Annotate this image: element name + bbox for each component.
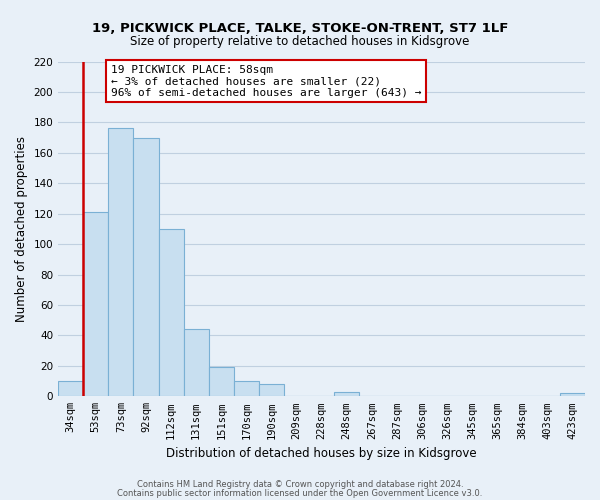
Bar [560,394,585,396]
Text: Contains HM Land Registry data © Crown copyright and database right 2024.: Contains HM Land Registry data © Crown c… [137,480,463,489]
Bar [158,229,184,396]
Text: Size of property relative to detached houses in Kidsgrove: Size of property relative to detached ho… [130,35,470,48]
Text: 19, PICKWICK PLACE, TALKE, STOKE-ON-TRENT, ST7 1LF: 19, PICKWICK PLACE, TALKE, STOKE-ON-TREN… [92,22,508,36]
Y-axis label: Number of detached properties: Number of detached properties [15,136,28,322]
Text: 19 PICKWICK PLACE: 58sqm
← 3% of detached houses are smaller (22)
96% of semi-de: 19 PICKWICK PLACE: 58sqm ← 3% of detache… [111,64,421,98]
X-axis label: Distribution of detached houses by size in Kidsgrove: Distribution of detached houses by size … [166,447,477,460]
Bar [58,381,83,396]
Bar [133,138,158,396]
Bar [184,330,209,396]
Bar [234,381,259,396]
Bar [83,212,109,396]
Bar [209,368,234,396]
Bar [109,128,133,396]
Text: Contains public sector information licensed under the Open Government Licence v3: Contains public sector information licen… [118,488,482,498]
Bar [259,384,284,396]
Bar [334,392,359,396]
